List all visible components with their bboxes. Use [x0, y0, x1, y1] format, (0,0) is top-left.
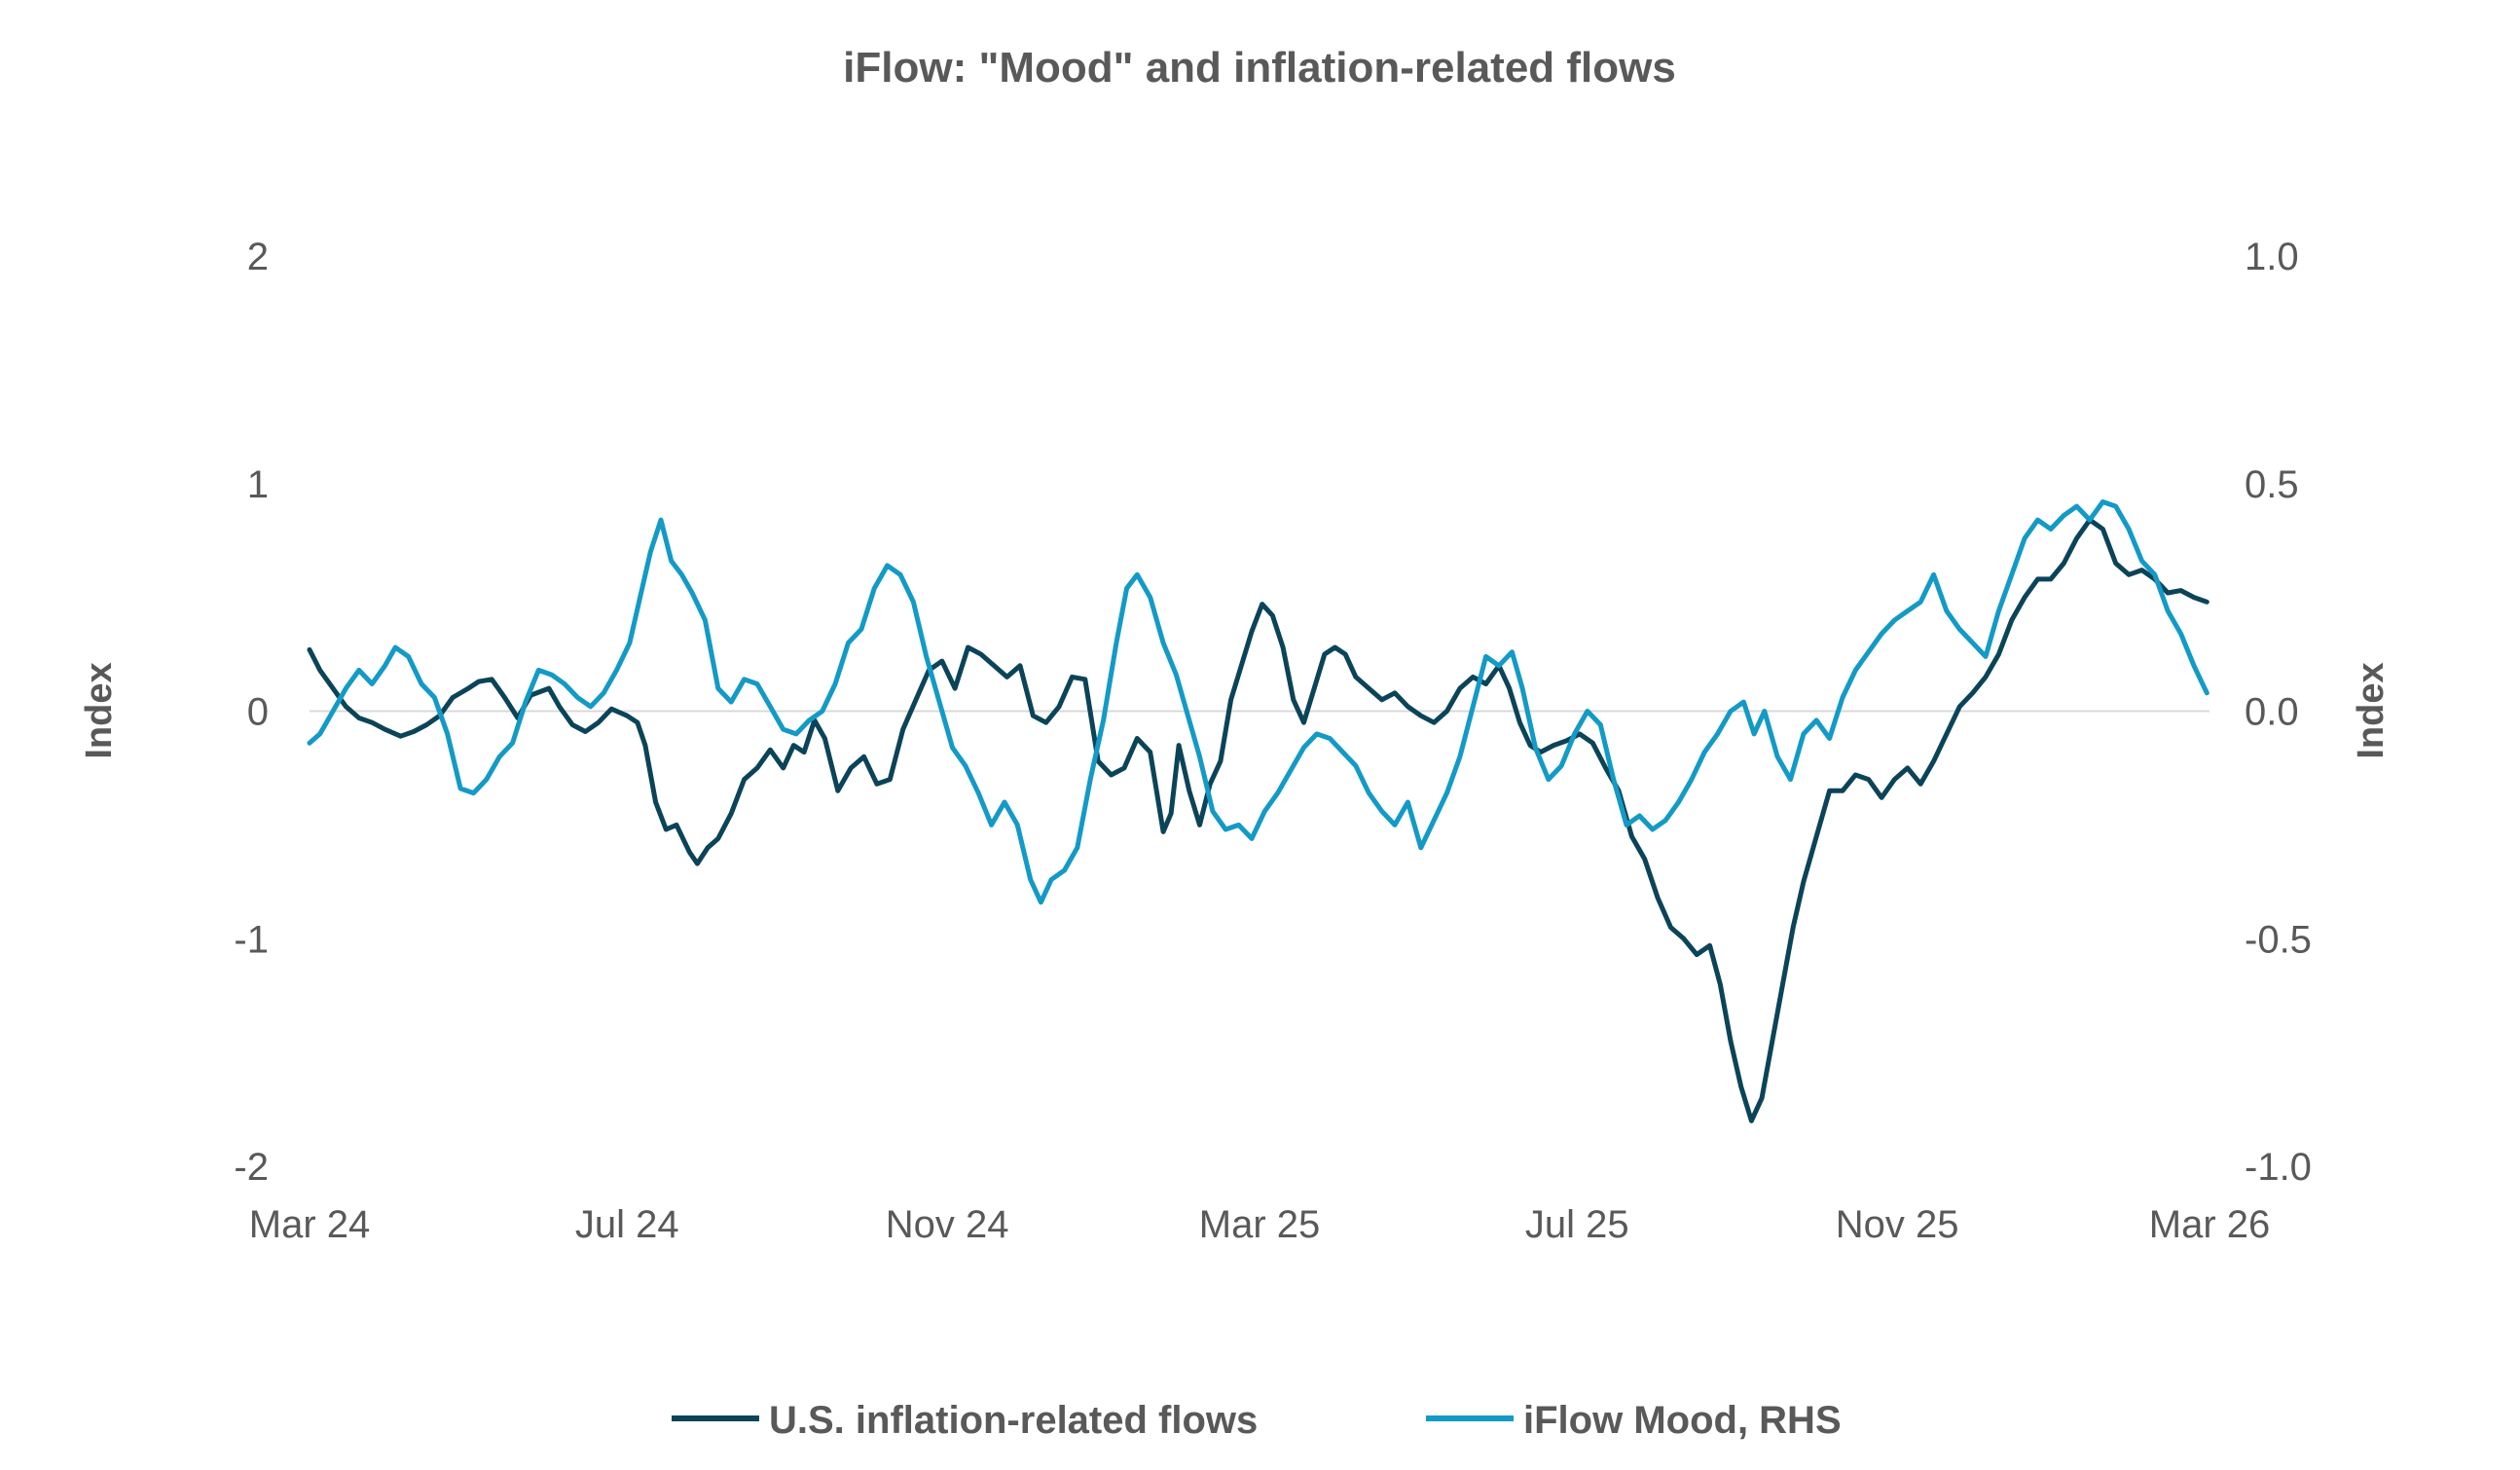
x-tick-label: Jul 24 — [575, 1203, 679, 1246]
left-axis-title: Index — [79, 662, 120, 758]
left-tick-label: -2 — [234, 1146, 269, 1189]
x-tick-label: Nov 25 — [1836, 1203, 1959, 1246]
x-tick-label: Mar 26 — [2149, 1203, 2271, 1246]
right-tick-label: -0.5 — [2245, 918, 2312, 961]
legend-label-inflation: U.S. inflation-related flows — [769, 1399, 1258, 1442]
left-tick-label: 2 — [247, 236, 269, 278]
right-axis-title: Index — [2351, 662, 2392, 758]
legend-label-mood: iFlow Mood, RHS — [1523, 1399, 1842, 1442]
right-tick-label: 0.0 — [2245, 691, 2299, 734]
right-tick-label: 0.5 — [2245, 463, 2299, 506]
chart-title: iFlow: "Mood" and inflation-related flow… — [843, 44, 1676, 92]
right-tick-label: 1.0 — [2245, 236, 2299, 278]
x-tick-label: Nov 24 — [886, 1203, 1009, 1246]
left-tick-label: -1 — [234, 918, 269, 961]
series-group — [307, 499, 2210, 1123]
left-axis-ticks: 2 1 0 -1 -2 — [234, 236, 269, 1189]
right-tick-label: -1.0 — [2245, 1146, 2312, 1189]
left-tick-label: 0 — [247, 691, 269, 734]
x-tick-label: Jul 25 — [1525, 1203, 1629, 1246]
right-axis-ticks: 1.0 0.5 0.0 -0.5 -1.0 — [2245, 236, 2312, 1189]
series-line-inflation — [307, 517, 2210, 1123]
legend: U.S. inflation-related flows iFlow Mood,… — [672, 1399, 1842, 1442]
x-tick-label: Mar 25 — [1199, 1203, 1321, 1246]
x-axis-ticks: Mar 24 Jul 24 Nov 24 Mar 25 Jul 25 Nov 25 Mar … — [249, 1203, 2271, 1246]
x-tick-label: Mar 24 — [249, 1203, 371, 1246]
left-tick-label: 1 — [247, 463, 269, 506]
series-line-mood — [307, 499, 2210, 905]
